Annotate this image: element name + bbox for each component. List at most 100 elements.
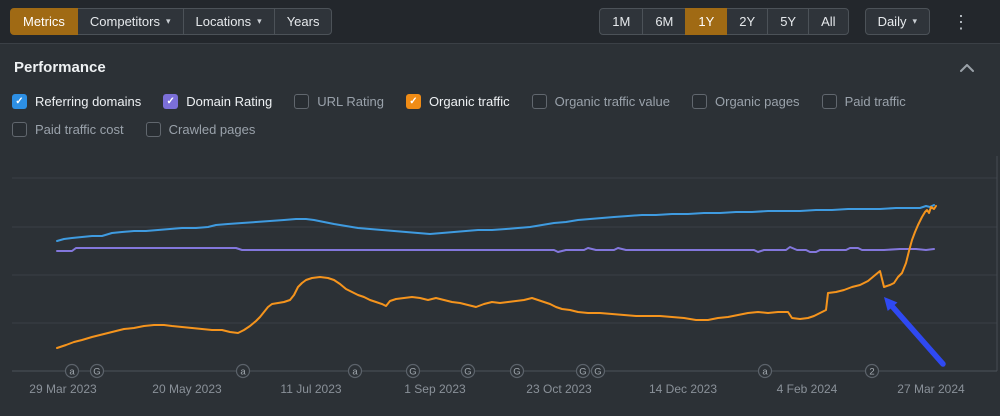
unchecked-checkbox-icon[interactable]: [145, 122, 161, 137]
event-marker-g-icon[interactable]: [405, 363, 421, 379]
range-switcher: 1M 6M 1Y 2Y 5Y All: [599, 8, 849, 35]
range-button-5y[interactable]: 5Y: [767, 8, 810, 35]
granularity-label: Daily: [877, 14, 907, 29]
range-button-label: All: [821, 14, 836, 29]
metric-toggle-referring-domains[interactable]: ✓ Referring domains: [12, 92, 141, 111]
metric-toggle-organic-traffic[interactable]: ✓ Organic traffic: [405, 92, 510, 111]
range-button-1m[interactable]: 1M: [599, 8, 644, 35]
metric-toggle-label: Organic pages: [715, 94, 800, 109]
metric-toggle-paid-traffic[interactable]: Paid traffic: [821, 92, 906, 111]
event-marker-a-icon[interactable]: [757, 363, 773, 379]
event-marker-g-icon[interactable]: [89, 363, 105, 379]
event-marker-g-icon[interactable]: [460, 363, 476, 379]
chevron-up-icon: [960, 63, 974, 72]
checked-checkbox-icon[interactable]: ✓: [163, 94, 179, 109]
x-axis-label: 27 Mar 2024: [897, 382, 965, 396]
unchecked-checkbox-icon[interactable]: [12, 122, 27, 137]
event-marker-a-icon[interactable]: [347, 363, 363, 379]
view-tab-label: Competitors: [89, 14, 160, 29]
view-tab-years[interactable]: Years: [273, 8, 333, 35]
event-marker-2-icon[interactable]: [864, 363, 880, 379]
range-button-label: 1M: [612, 14, 631, 29]
metric-toggles: ✓ Referring domains ✓ Domain Rating URL Rati…: [0, 92, 980, 139]
annotation-arrow-shaft: [889, 304, 946, 367]
event-marker-g-icon[interactable]: [509, 363, 525, 379]
event-marker-letter: 2: [869, 366, 874, 377]
chevron-down-icon: ▾: [257, 16, 262, 26]
top-toolbar: Metrics Competitors ▾ Locations ▾ Years 1M 6M 1…: [0, 0, 1000, 44]
metric-toggle-label: Crawled pages: [168, 122, 256, 137]
metric-toggle-label: Organic traffic: [428, 94, 510, 109]
event-marker-letter: G: [464, 366, 471, 377]
unchecked-checkbox-icon[interactable]: [294, 94, 310, 109]
view-tab-competitors[interactable]: Competitors ▾: [76, 8, 184, 35]
metric-toggle-label: Organic traffic value: [554, 94, 670, 109]
metric-toggle-label: Paid traffic: [844, 94, 906, 109]
view-tab-label: Metrics: [23, 14, 65, 29]
checked-checkbox-icon[interactable]: ✓: [12, 94, 27, 109]
granularity-dropdown[interactable]: Daily ▾: [864, 8, 930, 35]
section-title: Performance: [14, 58, 106, 76]
range-button-label: 5Y: [780, 14, 797, 29]
event-marker-letter: a: [352, 366, 358, 377]
collapse-section-button[interactable]: [958, 58, 976, 77]
event-marker-letter: G: [594, 366, 601, 377]
view-tab-metrics[interactable]: Metrics: [10, 8, 78, 35]
range-button-label: 1Y: [698, 14, 715, 29]
x-axis-label: 20 May 2023: [152, 382, 222, 396]
event-marker-letter: G: [409, 366, 416, 377]
view-tab-label: Locations: [195, 14, 252, 29]
metric-toggle-organic-traffic-value[interactable]: Organic traffic value: [531, 92, 670, 111]
series-line-referring-domains: [56, 204, 935, 242]
series-line-organic-traffic: [56, 205, 937, 349]
toolbar-right: 1M 6M 1Y 2Y 5Y All Daily ▾ ⋮: [599, 8, 974, 35]
event-marker-g-icon[interactable]: [590, 363, 606, 379]
view-switcher: Metrics Competitors ▾ Locations ▾ Years: [10, 8, 333, 35]
event-marker-a-icon[interactable]: [235, 363, 251, 379]
event-marker-letter: a: [240, 366, 246, 377]
metric-toggle-label: Referring domains: [35, 94, 142, 109]
range-button-all[interactable]: All: [808, 8, 849, 35]
unchecked-checkbox-icon[interactable]: [692, 94, 707, 109]
view-tab-locations[interactable]: Locations ▾: [182, 8, 275, 35]
x-axis-label: 23 Oct 2023: [526, 382, 592, 396]
event-marker-letter: G: [579, 366, 586, 377]
metric-toggle-label: URL Rating: [317, 94, 384, 109]
x-axis-label: 4 Feb 2024: [777, 382, 838, 396]
x-axis-label: 1 Sep 2023: [404, 382, 466, 396]
metric-toggle-crawled-pages[interactable]: Crawled pages: [145, 120, 256, 139]
unchecked-checkbox-icon[interactable]: [531, 94, 547, 109]
series-line-domain-rating: [56, 246, 935, 253]
performance-header: Performance: [0, 45, 1000, 83]
metric-toggle-label: Domain Rating: [186, 94, 273, 109]
metric-toggle-paid-traffic-cost[interactable]: Paid traffic cost: [12, 120, 124, 139]
x-axis-label: 14 Dec 2023: [649, 382, 717, 396]
event-marker-a-icon[interactable]: [64, 363, 80, 379]
metric-toggle-domain-rating[interactable]: ✓ Domain Rating: [163, 92, 272, 111]
x-axis-label: 11 Jul 2023: [280, 382, 341, 396]
chevron-down-icon: ▾: [165, 16, 171, 26]
event-marker-letter: a: [69, 366, 75, 377]
unchecked-checkbox-icon[interactable]: [821, 94, 837, 109]
metric-toggle-url-rating[interactable]: URL Rating: [294, 92, 384, 111]
range-button-label: 6M: [655, 14, 674, 29]
event-marker-g-icon[interactable]: [575, 363, 591, 379]
kebab-icon: ⋮: [952, 11, 970, 32]
annotation-arrow-head-icon: [884, 297, 898, 312]
range-button-1y[interactable]: 1Y: [685, 8, 728, 35]
event-marker-letter: G: [93, 366, 100, 377]
checked-checkbox-icon[interactable]: ✓: [405, 94, 421, 109]
event-marker-letter: G: [513, 366, 520, 377]
x-axis-label: 29 Mar 2023: [29, 382, 97, 396]
metric-toggle-organic-pages[interactable]: Organic pages: [692, 92, 800, 111]
range-button-2y[interactable]: 2Y: [726, 8, 769, 35]
range-button-6m[interactable]: 6M: [642, 8, 687, 35]
range-button-label: 2Y: [739, 14, 756, 29]
event-marker-letter: a: [762, 366, 768, 377]
view-tab-label: Years: [286, 14, 320, 29]
chevron-down-icon: ▾: [912, 16, 917, 26]
more-menu-button[interactable]: ⋮: [948, 11, 974, 33]
